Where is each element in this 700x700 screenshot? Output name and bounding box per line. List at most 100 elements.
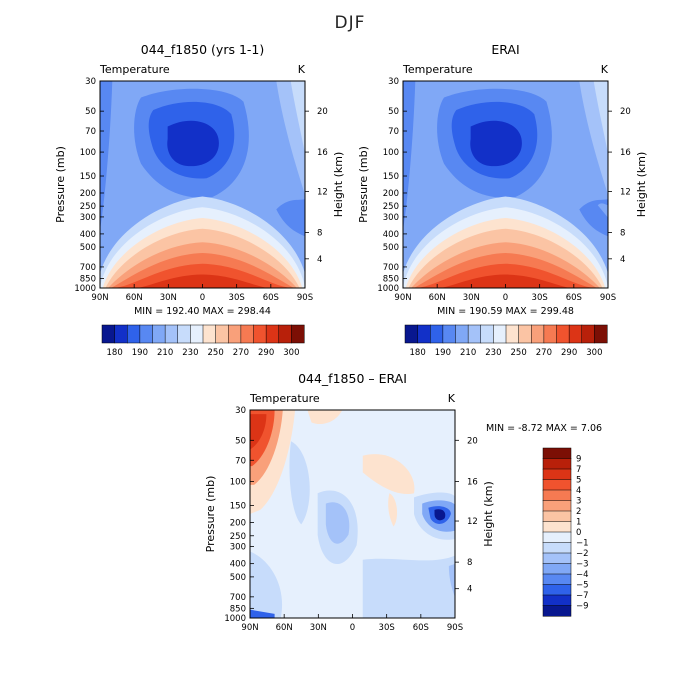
contour-band bbox=[597, 203, 608, 218]
y-tick-label: 850 bbox=[230, 604, 246, 614]
min-max-stats: MIN = 190.59 MAX = 299.48 bbox=[437, 306, 574, 317]
y-tick-label: 300 bbox=[80, 213, 96, 223]
y2-tick-label: 8 bbox=[317, 228, 322, 238]
colorbar-label: 1 bbox=[576, 518, 581, 528]
y-tick-label: 400 bbox=[230, 560, 246, 570]
colorbar-swatch bbox=[594, 324, 608, 344]
colorbar-swatch bbox=[542, 458, 572, 470]
colorbar-swatch bbox=[467, 324, 482, 344]
y2-tick-label: 20 bbox=[317, 107, 328, 117]
x-tick-label: 60N bbox=[126, 293, 143, 303]
contour-band bbox=[362, 555, 455, 618]
x-tick-label: 60S bbox=[566, 293, 582, 303]
colorbar-label: 210 bbox=[460, 348, 476, 358]
colorbar-swatch bbox=[542, 584, 572, 596]
y-tick-label: 250 bbox=[383, 202, 399, 212]
y-tick-label: 300 bbox=[230, 543, 246, 553]
colorbar-swatch bbox=[542, 594, 572, 607]
y2-tick-label: 4 bbox=[317, 255, 322, 265]
colorbar-swatch bbox=[542, 531, 572, 544]
contour-band bbox=[250, 609, 275, 618]
units-label: K bbox=[448, 392, 456, 405]
contour-band bbox=[250, 414, 267, 450]
colorbar-label: 180 bbox=[410, 348, 426, 358]
min-max-stats: MIN = -8.72 MAX = 7.06 bbox=[486, 423, 602, 434]
colorbar-label: 7 bbox=[576, 465, 581, 475]
colorbar-label: −5 bbox=[576, 581, 589, 591]
colorbar-label: 230 bbox=[485, 348, 501, 358]
contour-band bbox=[419, 274, 592, 288]
contour-band bbox=[470, 120, 522, 167]
y2-tick-label: 12 bbox=[317, 187, 328, 197]
colorbar-swatch bbox=[556, 324, 570, 344]
contour-band bbox=[448, 563, 455, 598]
y-tick-label: 50 bbox=[85, 107, 96, 117]
y-tick-label: 700 bbox=[230, 593, 246, 603]
x-tick-label: 30S bbox=[229, 293, 245, 303]
x-tick-label: 90S bbox=[600, 293, 616, 303]
colorbar-swatch bbox=[101, 324, 116, 344]
colorbar-label: 210 bbox=[157, 348, 173, 358]
x-tick-label: 0 bbox=[200, 293, 205, 303]
variable-label: Temperature bbox=[402, 63, 473, 76]
colorbar: 180 190 210 230 250 270 290 300 bbox=[101, 324, 305, 358]
colorbar-label: 270 bbox=[233, 348, 249, 358]
y2-tick-label: 16 bbox=[317, 148, 328, 158]
chart-panel-1: 044_f1850 (yrs 1-1) Temperature K 30 50 70 100… bbox=[54, 42, 345, 358]
y-axis-title: Pressure (mb) bbox=[54, 146, 67, 223]
y-tick-label: 500 bbox=[383, 243, 399, 253]
colorbar-label: 5 bbox=[576, 476, 581, 486]
colorbar-swatch bbox=[177, 324, 191, 344]
colorbar-swatch bbox=[518, 324, 532, 344]
x-tick-label: 60S bbox=[413, 623, 429, 633]
x-tick-label: 30S bbox=[532, 293, 548, 303]
y-tick-label: 100 bbox=[230, 477, 246, 487]
colorbar-swatch bbox=[505, 324, 520, 344]
colorbar-swatch bbox=[278, 324, 292, 344]
contour-field bbox=[403, 81, 608, 288]
colorbar-label: 2 bbox=[576, 507, 581, 517]
colorbar-swatch bbox=[253, 324, 267, 344]
colorbar-label: 230 bbox=[182, 348, 198, 358]
colorbar-swatch bbox=[542, 479, 572, 491]
y-tick-label: 70 bbox=[85, 127, 96, 137]
colorbar-swatch bbox=[164, 324, 179, 344]
x-tick-label: 90S bbox=[297, 293, 313, 303]
y-axis-title: Pressure (mb) bbox=[357, 146, 370, 223]
colorbar-label: 3 bbox=[576, 497, 581, 507]
colorbar-label: 190 bbox=[132, 348, 148, 358]
colorbar: 180 190 210 230 250 270 290 300 bbox=[404, 324, 608, 358]
colorbar-swatch bbox=[417, 324, 431, 344]
y2-tick-label: 12 bbox=[467, 517, 478, 527]
colorbar-swatch bbox=[542, 573, 572, 586]
contour-band bbox=[290, 81, 305, 154]
y-tick-label: 30 bbox=[85, 77, 96, 87]
colorbar-label: 270 bbox=[536, 348, 552, 358]
y-tick-label: 100 bbox=[80, 148, 96, 158]
panel-title: ERAI bbox=[491, 42, 519, 57]
y-tick-label: 250 bbox=[80, 202, 96, 212]
colorbar-swatch bbox=[542, 563, 572, 575]
colorbar-swatch bbox=[581, 324, 595, 344]
colorbar-label: −3 bbox=[576, 560, 589, 570]
colorbar-label: 9 bbox=[576, 455, 581, 465]
contour-band bbox=[388, 493, 398, 527]
figure-title: DJF bbox=[335, 13, 366, 33]
contour-band bbox=[250, 551, 283, 618]
colorbar-swatch bbox=[455, 324, 469, 344]
colorbar-swatch bbox=[493, 324, 507, 344]
colorbar-swatch bbox=[542, 489, 572, 502]
y2-axis-title: Height (km) bbox=[635, 152, 648, 218]
contour-field bbox=[100, 81, 305, 288]
colorbar-swatch bbox=[542, 468, 572, 481]
colorbar-swatch bbox=[215, 324, 229, 344]
contour-band bbox=[167, 120, 219, 167]
colorbar-label: −7 bbox=[576, 591, 589, 601]
colorbar-swatch bbox=[531, 324, 545, 344]
y2-tick-label: 16 bbox=[620, 148, 631, 158]
y2-tick-label: 12 bbox=[620, 187, 631, 197]
colorbar-swatch bbox=[240, 324, 255, 344]
